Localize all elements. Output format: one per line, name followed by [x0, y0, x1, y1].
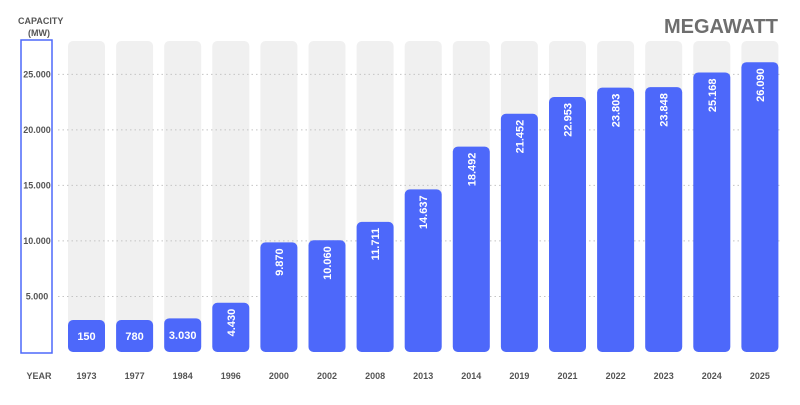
y-tick-label: 20.000 — [23, 125, 51, 135]
bar-value-label: 26.090 — [755, 68, 767, 102]
bar-value-label: 4.430 — [226, 309, 238, 337]
x-tick-label: 1996 — [221, 371, 241, 381]
y-tick-label: 10.000 — [23, 236, 51, 246]
x-tick-label: 2021 — [557, 371, 577, 381]
bar-value-label: 150 — [77, 331, 95, 343]
bar-value-label: 3.030 — [169, 330, 197, 342]
bar-track — [212, 41, 250, 352]
bar-value-label: 14.637 — [418, 195, 430, 229]
bar — [260, 242, 298, 352]
bar-value-label: 10.060 — [322, 246, 334, 280]
bar — [500, 113, 538, 352]
x-tick-label: 2002 — [317, 371, 337, 381]
bar — [68, 320, 105, 352]
bar — [212, 302, 250, 352]
x-tick-label: 2008 — [365, 371, 385, 381]
bar — [452, 146, 490, 352]
x-tick-label: 1984 — [173, 371, 193, 381]
x-tick-label: 2000 — [269, 371, 289, 381]
bar — [164, 318, 202, 352]
x-tick-label: 2025 — [750, 371, 770, 381]
x-tick-label: 2022 — [606, 371, 626, 381]
bar-track — [116, 41, 154, 352]
bar-value-label: 780 — [125, 331, 143, 343]
x-axis-label: YEAR — [26, 371, 52, 381]
x-tick-label: 2014 — [461, 371, 481, 381]
x-tick-label: 2013 — [413, 371, 433, 381]
x-tick-label: 1973 — [76, 371, 96, 381]
bar-track — [68, 41, 105, 352]
bar-value-label: 11.711 — [370, 228, 382, 260]
bar-value-label: 18.492 — [466, 153, 478, 187]
chart-title: MEGAWATT — [664, 16, 778, 38]
y-tick-label: 15.000 — [23, 180, 51, 190]
y-tick-label: 5.000 — [26, 291, 49, 301]
bar — [549, 97, 586, 353]
y-axis-label-line-2: (MW) — [28, 28, 50, 38]
x-tick-label: 2023 — [654, 371, 674, 381]
bar — [693, 72, 731, 352]
x-tick-label: 2019 — [509, 371, 529, 381]
bar-value-label: 23.803 — [611, 94, 623, 128]
bar-value-label: 22.953 — [563, 103, 575, 137]
bar — [597, 87, 635, 353]
bar — [741, 62, 779, 353]
bar-value-label: 25.168 — [707, 78, 719, 112]
bar-value-label: 9.870 — [274, 248, 286, 276]
bar — [356, 221, 394, 352]
bar-value-label: 21.452 — [514, 120, 526, 154]
y-axis-label-line-1: CAPACITY — [18, 16, 63, 26]
x-tick-label: 2024 — [702, 371, 722, 381]
x-tick-label: 1977 — [125, 371, 145, 381]
bar — [308, 240, 346, 352]
y-tick-label: 25.000 — [23, 69, 51, 79]
y-axis-box — [20, 39, 53, 354]
bar-value-label: 23.848 — [659, 93, 671, 127]
bar — [404, 189, 442, 352]
bar-track — [164, 41, 202, 352]
bar — [116, 320, 154, 352]
bar — [645, 87, 683, 353]
